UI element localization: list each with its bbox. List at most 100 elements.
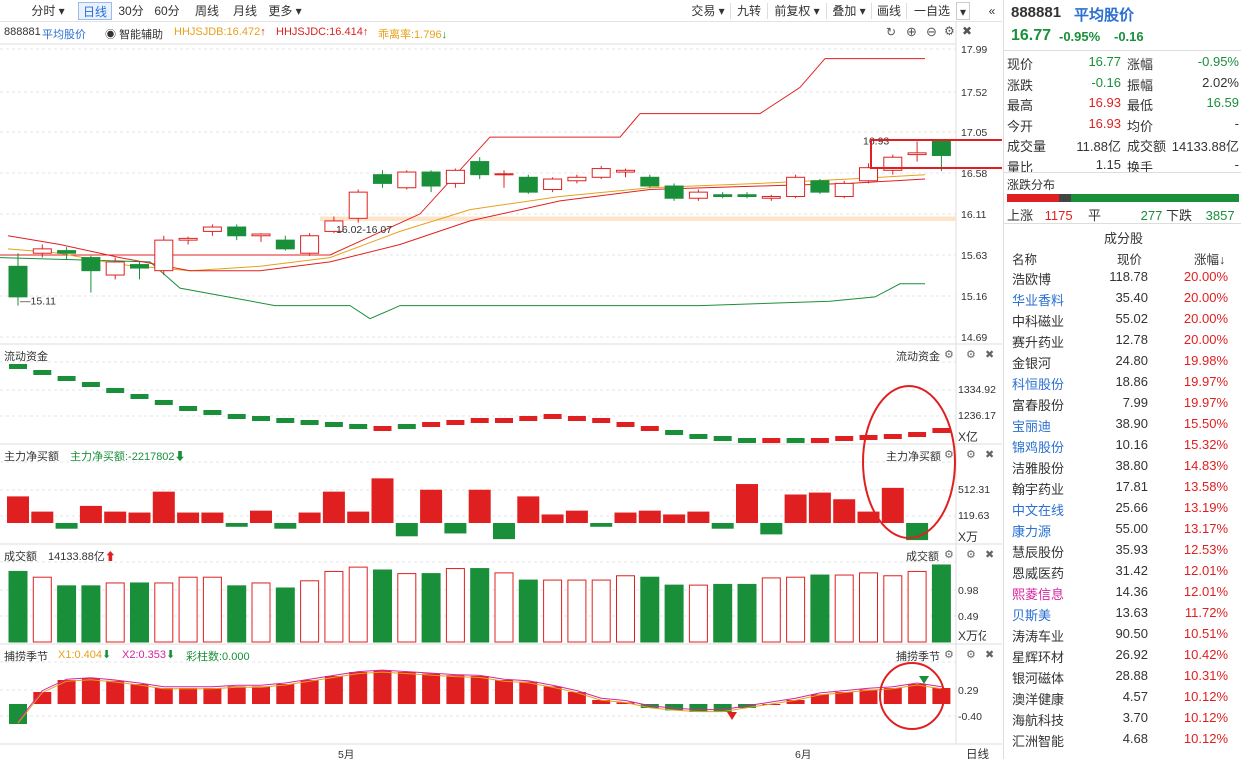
candle	[737, 194, 757, 197]
fund-bar	[130, 394, 149, 399]
season-bar	[106, 680, 125, 704]
fund-bar	[908, 432, 927, 437]
period-week-button[interactable]: 周线	[194, 4, 219, 18]
refresh-icon[interactable]: ↻	[886, 25, 897, 39]
fund-bar	[640, 426, 659, 431]
col-pct[interactable]: 涨幅↓	[1194, 253, 1226, 267]
component-row[interactable]: 锦鸡股份 10.16 15.32%	[1012, 437, 1228, 455]
volume-bar	[761, 577, 781, 643]
fund-bar	[349, 424, 368, 429]
dist-bar	[1007, 194, 1239, 202]
component-row[interactable]: 汇洲智能 4.68 10.12%	[1012, 731, 1228, 749]
period-30min-button[interactable]: 30分	[118, 4, 144, 18]
volume-bar	[32, 576, 52, 643]
watchlist-dropdown-icon[interactable]: ▾	[956, 2, 970, 20]
component-row[interactable]: 慧辰股份 35.93 12.53%	[1012, 542, 1228, 560]
season-bar	[519, 681, 538, 704]
fund-bar	[786, 438, 805, 443]
kline-chart: 17.99 17.52 17.05 16.58 16.11 15.63 15.16 14.69…	[0, 22, 1002, 745]
netbuy-bar	[590, 523, 613, 527]
candle	[445, 169, 465, 184]
component-row[interactable]: 浩欧博 118.78 20.00%	[1012, 269, 1228, 287]
period-day-button[interactable]: 日线	[78, 2, 112, 20]
component-row[interactable]: 涛涛车业 90.50 10.51%	[1012, 626, 1228, 644]
netbuy-bar	[808, 492, 831, 523]
netbuy-bar	[128, 512, 151, 523]
candle	[32, 248, 52, 254]
component-row[interactable]: 熙菱信息 14.36 12.01%	[1012, 584, 1228, 602]
component-row[interactable]: 华业香料 35.40 20.00%	[1012, 290, 1228, 308]
zoom-in-icon[interactable]: ⊕	[906, 24, 917, 39]
draw-button[interactable]: 画线	[876, 4, 901, 18]
fund-bar	[106, 388, 125, 393]
netbuy-unit: X万	[958, 530, 979, 544]
component-row[interactable]: 贝斯美 13.63 11.72%	[1012, 605, 1228, 623]
close-icon[interactable]: ✖	[962, 24, 973, 38]
candle	[227, 226, 247, 237]
volume-unit: X万亿	[958, 629, 986, 643]
component-row[interactable]: 科恒股份 18.86 19.97%	[1012, 374, 1228, 392]
volume-bar	[105, 582, 125, 643]
zoom-out-icon[interactable]: ⊖	[926, 24, 937, 39]
component-row[interactable]: 宝丽迪 38.90 15.50%	[1012, 416, 1228, 434]
col-price[interactable]: 现价	[1117, 253, 1143, 267]
component-row[interactable]: 金银河 24.80 19.98%	[1012, 353, 1228, 371]
season-panel-title: 捕捞季节	[4, 651, 48, 663]
highlight-box	[870, 139, 1002, 169]
season-bar	[422, 673, 441, 704]
component-row[interactable]: 澳洋健康 4.57 10.12%	[1012, 689, 1228, 707]
collapse-icon[interactable]: «	[988, 4, 996, 18]
period-60min-button[interactable]: 60分	[154, 4, 180, 18]
overlay-button[interactable]: 叠加 ▾	[832, 4, 866, 18]
period-fenshi-button[interactable]: 分时 ▾	[31, 4, 65, 18]
season-bar	[373, 670, 392, 704]
season-legend-x1: X1:0.404⬇	[58, 649, 112, 661]
component-row[interactable]: 中科磁业 55.02 20.00%	[1012, 311, 1228, 329]
assist-toggle[interactable]: ◉ 智能辅助	[105, 29, 164, 41]
component-row[interactable]: 富春股份 7.99 19.97%	[1012, 395, 1228, 413]
adjust-button[interactable]: 前复权 ▾	[774, 4, 820, 18]
component-row[interactable]: 赛升药业 12.78 20.00%	[1012, 332, 1228, 350]
dist-title: 涨跌分布	[1007, 178, 1056, 192]
season-bar	[446, 675, 465, 704]
component-row[interactable]: 洁雅股份 38.80 14.83%	[1012, 458, 1228, 476]
add-watchlist-button[interactable]: 一自选	[913, 4, 950, 18]
volume-panel-title: 成交额	[4, 551, 37, 563]
chart-toolbar: 分时 ▾ 日线 30分 60分 周线 月线 更多 ▾ 交易 ▾ 九转 前复权 ▾…	[0, 0, 1002, 22]
candle	[8, 265, 28, 298]
season-bar	[227, 686, 246, 704]
period-month-button[interactable]: 月线	[232, 4, 257, 18]
col-name[interactable]: 名称	[1012, 253, 1038, 267]
component-row[interactable]: 银河磁体 28.88 10.31%	[1012, 668, 1228, 686]
candle	[518, 176, 538, 193]
netbuy-bar	[736, 484, 758, 523]
component-row[interactable]: 海航科技 3.70 10.12%	[1012, 710, 1228, 728]
season-bar	[810, 694, 829, 704]
jiuzhuan-button[interactable]: 九转	[736, 4, 761, 18]
volume-bar	[397, 573, 417, 643]
component-row[interactable]: 康力源 55.00 13.17%	[1012, 521, 1228, 539]
netbuy-bar	[225, 523, 248, 527]
candle	[154, 239, 174, 272]
fund-bar	[276, 418, 295, 423]
volume-bar	[883, 575, 903, 643]
fund-bar	[446, 420, 465, 425]
candle	[130, 264, 149, 269]
volume-bar	[713, 583, 733, 643]
fund-bar	[422, 422, 441, 427]
component-row[interactable]: 星辉环材 26.92 10.42%	[1012, 647, 1228, 665]
trade-button[interactable]: 交易 ▾	[691, 4, 725, 18]
candle	[494, 173, 514, 176]
candle	[178, 237, 198, 241]
more-button[interactable]: 更多 ▾	[268, 4, 302, 18]
netbuy-bar	[638, 510, 661, 523]
fund-bar	[810, 438, 829, 443]
fund-bar	[373, 426, 392, 431]
component-row[interactable]: 恩威医药 31.42 12.01%	[1012, 563, 1228, 581]
component-row[interactable]: 中文在线 25.66 13.19%	[1012, 500, 1228, 518]
price-ytick: 17.05	[961, 127, 987, 139]
component-row[interactable]: 翰宇药业 17.81 13.58%	[1012, 479, 1228, 497]
quote-pct: -0.95%	[1059, 29, 1101, 44]
netbuy-bar	[79, 505, 102, 523]
settings-icon[interactable]: ⚙	[944, 24, 955, 38]
